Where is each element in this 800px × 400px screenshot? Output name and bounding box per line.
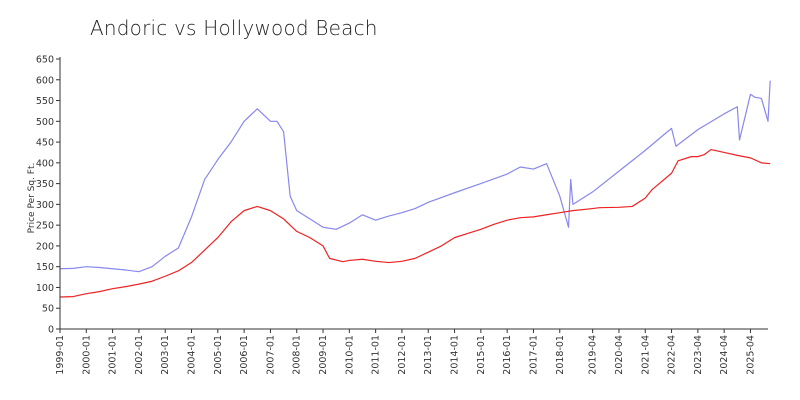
x-tick-label: 2020-04 bbox=[614, 335, 625, 375]
x-tick-label: 2001-01 bbox=[108, 335, 119, 375]
x-tick-label: 2016-01 bbox=[502, 335, 513, 375]
x-tick-label: 2000-01 bbox=[81, 335, 92, 375]
x-tick-label: 2024-04 bbox=[719, 335, 730, 375]
x-tick-label: 2005-01 bbox=[213, 335, 224, 375]
x-tick-label: 2002-01 bbox=[134, 335, 145, 375]
x-tick-label: 2021-04 bbox=[640, 335, 651, 375]
x-tick-label: 2017-01 bbox=[528, 335, 539, 375]
y-tick-label: 250 bbox=[36, 221, 54, 232]
y-tick-label: 600 bbox=[36, 75, 54, 86]
x-tick-label: 2018-01 bbox=[555, 335, 566, 375]
x-tick-label: 2003-01 bbox=[160, 335, 171, 375]
y-tick-label: 100 bbox=[36, 283, 54, 294]
y-tick-label: 650 bbox=[36, 55, 54, 66]
x-tick-label: 2015-01 bbox=[476, 335, 487, 375]
x-tick-label: 2022-04 bbox=[667, 335, 678, 375]
x-tick-label: 2023-04 bbox=[693, 335, 704, 375]
y-tick-label: 550 bbox=[36, 96, 54, 107]
x-tick-label: 1999-01 bbox=[55, 335, 66, 375]
y-tick-label: 350 bbox=[36, 179, 54, 190]
x-tick-label: 2012-01 bbox=[397, 335, 408, 375]
x-tick-label: 2004-01 bbox=[187, 335, 198, 375]
chart-title: Andoric vs Hollywood Beach bbox=[90, 16, 378, 40]
y-tick-label: 450 bbox=[36, 138, 54, 149]
y-tick-label: 150 bbox=[36, 262, 54, 273]
y-tick-label: 400 bbox=[36, 158, 54, 169]
y-tick-label: 500 bbox=[36, 117, 54, 128]
x-tick-label: 2014-01 bbox=[450, 335, 461, 375]
y-axis-title: Price Per Sq. Ft. bbox=[27, 163, 37, 234]
y-tick-label: 200 bbox=[36, 241, 54, 252]
x-tick-label: 2013-01 bbox=[423, 335, 434, 375]
y-tick-label: 300 bbox=[36, 200, 54, 211]
x-tick-label: 2011-01 bbox=[371, 335, 382, 375]
y-tick-label: 0 bbox=[48, 325, 54, 336]
x-tick-label: 2008-01 bbox=[292, 335, 303, 375]
x-tick-label: 2025-04 bbox=[745, 335, 756, 375]
y-tick-label: 50 bbox=[42, 304, 54, 315]
x-tick-label: 2010-01 bbox=[344, 335, 355, 375]
x-tick-label: 2007-01 bbox=[265, 335, 276, 375]
x-tick-label: 2009-01 bbox=[318, 335, 329, 375]
series-line-2 bbox=[59, 148, 771, 298]
x-tick-label: 2006-01 bbox=[239, 335, 250, 375]
series-line-1 bbox=[59, 80, 771, 273]
x-tick-label: 2019-04 bbox=[588, 335, 599, 375]
